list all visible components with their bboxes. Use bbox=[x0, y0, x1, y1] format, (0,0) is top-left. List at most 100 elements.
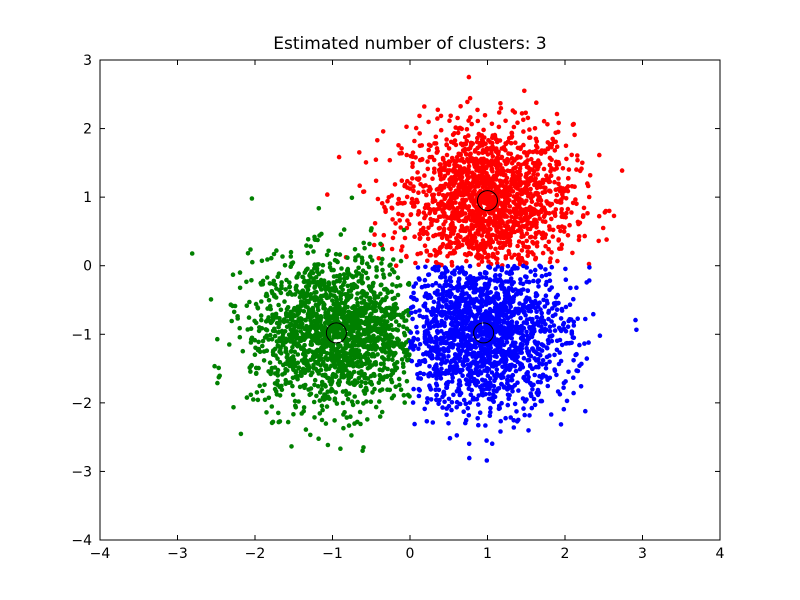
data-point bbox=[496, 124, 502, 130]
data-point bbox=[377, 388, 383, 393]
data-point bbox=[507, 309, 513, 314]
data-point bbox=[604, 237, 609, 242]
data-point bbox=[587, 265, 592, 270]
data-point bbox=[478, 206, 484, 211]
data-point bbox=[466, 302, 472, 307]
data-point bbox=[486, 176, 492, 181]
data-point bbox=[508, 140, 514, 146]
data-point bbox=[579, 166, 584, 171]
data-point bbox=[524, 164, 530, 170]
data-point bbox=[465, 216, 470, 222]
data-point bbox=[301, 405, 307, 410]
data-point bbox=[275, 378, 280, 384]
data-point bbox=[468, 312, 474, 318]
data-point bbox=[410, 316, 415, 322]
data-point bbox=[498, 225, 503, 230]
data-point bbox=[380, 246, 386, 252]
data-point bbox=[318, 317, 323, 323]
data-point bbox=[509, 343, 514, 348]
data-point bbox=[448, 113, 454, 119]
data-point bbox=[547, 224, 552, 229]
data-point bbox=[326, 366, 332, 372]
data-point bbox=[502, 198, 508, 204]
data-point bbox=[453, 172, 459, 177]
data-point bbox=[528, 381, 533, 386]
data-point bbox=[403, 309, 409, 314]
data-point bbox=[537, 346, 542, 352]
data-point bbox=[299, 411, 305, 416]
data-point bbox=[463, 358, 468, 363]
data-point bbox=[408, 181, 413, 186]
data-point bbox=[634, 327, 639, 333]
data-point bbox=[317, 390, 323, 395]
data-point bbox=[429, 347, 434, 352]
data-point bbox=[370, 390, 375, 395]
data-point bbox=[390, 217, 395, 222]
data-point bbox=[532, 402, 538, 408]
data-point bbox=[475, 244, 481, 249]
data-point bbox=[362, 391, 368, 396]
data-point bbox=[390, 371, 396, 376]
data-point bbox=[476, 402, 481, 407]
data-point bbox=[454, 158, 460, 164]
data-point bbox=[342, 356, 347, 361]
data-point bbox=[235, 314, 240, 319]
data-point bbox=[559, 342, 565, 348]
data-point bbox=[377, 399, 382, 404]
data-point bbox=[355, 291, 360, 296]
data-point bbox=[337, 304, 342, 310]
data-point bbox=[413, 125, 419, 131]
data-point bbox=[318, 293, 324, 299]
data-point bbox=[352, 394, 358, 399]
data-point bbox=[335, 358, 341, 364]
data-point bbox=[487, 180, 493, 186]
data-point bbox=[500, 338, 505, 344]
data-point bbox=[468, 115, 473, 120]
data-point bbox=[319, 417, 325, 423]
data-point bbox=[514, 212, 520, 218]
data-point bbox=[568, 285, 573, 291]
data-point bbox=[256, 328, 262, 334]
data-point bbox=[370, 283, 375, 289]
data-point bbox=[515, 220, 521, 226]
data-point bbox=[297, 384, 303, 390]
data-point bbox=[300, 274, 305, 280]
data-point bbox=[535, 172, 540, 177]
data-point bbox=[247, 299, 252, 305]
data-point bbox=[278, 307, 284, 313]
data-point bbox=[372, 354, 377, 359]
data-point bbox=[522, 201, 527, 206]
data-point bbox=[381, 345, 386, 351]
data-point bbox=[280, 254, 285, 259]
data-point bbox=[257, 383, 263, 389]
data-point bbox=[494, 291, 499, 296]
data-point bbox=[292, 349, 298, 355]
data-point bbox=[426, 272, 432, 277]
data-point bbox=[521, 117, 526, 123]
data-point bbox=[316, 337, 321, 343]
data-point bbox=[478, 201, 483, 206]
data-point bbox=[283, 381, 289, 387]
data-point bbox=[424, 192, 429, 198]
data-point bbox=[389, 289, 395, 295]
data-point bbox=[451, 285, 456, 291]
data-point bbox=[230, 272, 236, 278]
data-point bbox=[503, 415, 508, 421]
data-point bbox=[500, 301, 506, 307]
data-point bbox=[577, 342, 582, 348]
data-point bbox=[411, 188, 416, 194]
data-point bbox=[412, 234, 417, 239]
data-point bbox=[303, 353, 308, 359]
data-point bbox=[479, 245, 485, 250]
data-point bbox=[542, 213, 547, 218]
data-point bbox=[417, 221, 423, 226]
data-point bbox=[552, 352, 557, 358]
data-point bbox=[371, 304, 377, 309]
data-point bbox=[428, 252, 434, 258]
data-point bbox=[533, 202, 539, 207]
data-point bbox=[515, 182, 520, 187]
data-point bbox=[486, 138, 491, 143]
data-point bbox=[401, 324, 406, 330]
data-point bbox=[292, 341, 297, 346]
data-point bbox=[274, 339, 280, 344]
